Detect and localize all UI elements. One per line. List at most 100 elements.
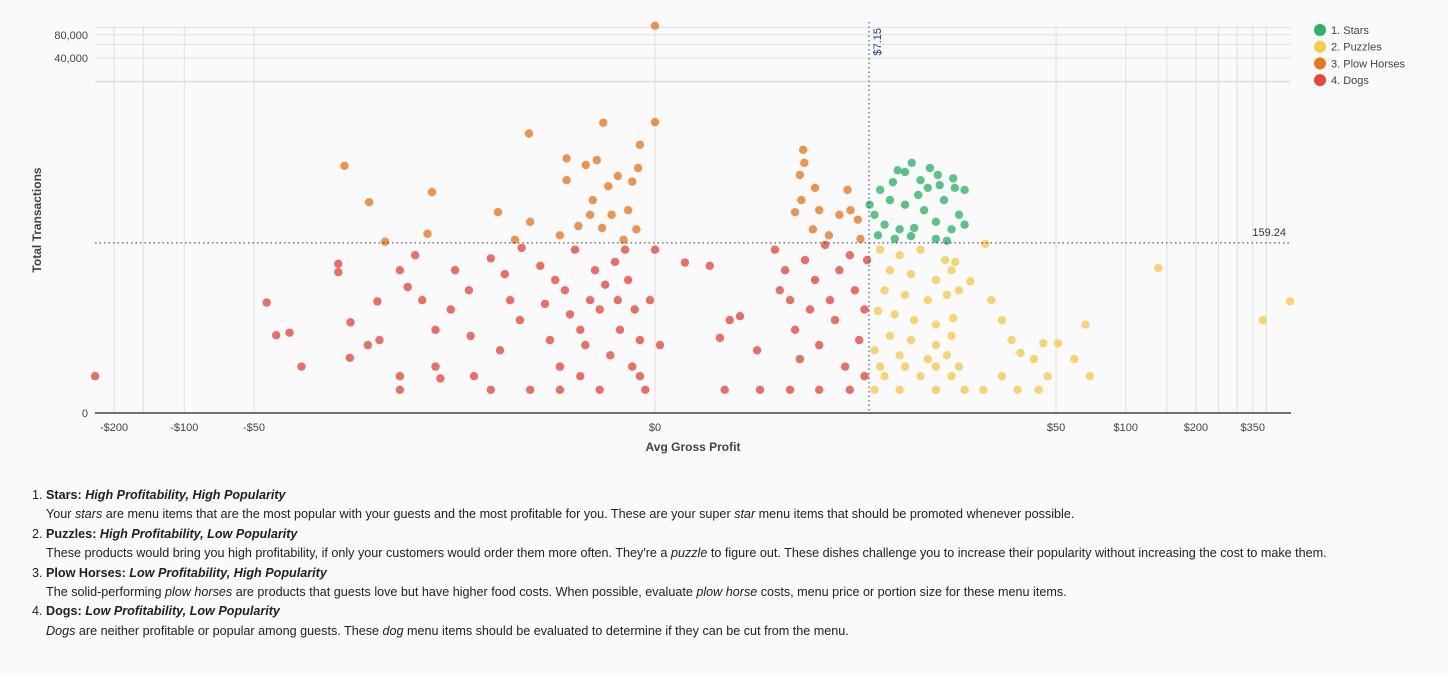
data-point[interactable]	[431, 325, 440, 334]
data-point[interactable]	[446, 305, 455, 314]
data-point[interactable]	[551, 275, 560, 285]
data-point[interactable]	[1016, 348, 1025, 358]
data-point[interactable]	[920, 206, 929, 215]
data-point[interactable]	[493, 208, 503, 217]
data-point[interactable]	[873, 231, 883, 240]
data-point[interactable]	[885, 195, 895, 205]
data-point[interactable]	[363, 340, 372, 350]
data-point[interactable]	[607, 210, 616, 219]
data-point[interactable]	[800, 158, 809, 167]
data-point[interactable]	[1085, 372, 1095, 381]
data-point[interactable]	[375, 335, 384, 345]
data-point[interactable]	[610, 257, 620, 267]
data-point[interactable]	[515, 315, 525, 325]
data-point[interactable]	[752, 346, 762, 355]
data-point[interactable]	[870, 346, 879, 355]
data-point[interactable]	[555, 385, 565, 394]
data-point[interactable]	[395, 372, 405, 381]
data-point[interactable]	[835, 266, 844, 275]
data-point[interactable]	[633, 163, 643, 173]
data-point[interactable]	[997, 372, 1007, 381]
data-point[interactable]	[808, 225, 818, 234]
data-point[interactable]	[895, 225, 904, 234]
data-point[interactable]	[585, 210, 595, 219]
data-point[interactable]	[588, 195, 597, 205]
data-point[interactable]	[581, 340, 590, 350]
data-point[interactable]	[790, 208, 800, 217]
data-point[interactable]	[916, 245, 925, 254]
data-point[interactable]	[954, 210, 964, 219]
data-point[interactable]	[960, 385, 969, 394]
data-point[interactable]	[562, 154, 571, 163]
data-point[interactable]	[805, 305, 815, 314]
data-point[interactable]	[592, 155, 601, 165]
data-point[interactable]	[641, 385, 650, 394]
data-point[interactable]	[870, 210, 879, 219]
data-point[interactable]	[595, 385, 604, 394]
data-point[interactable]	[876, 185, 885, 195]
legend-label[interactable]: 4. Dogs	[1331, 75, 1369, 87]
data-point[interactable]	[655, 340, 665, 350]
data-point[interactable]	[380, 237, 390, 246]
data-point[interactable]	[876, 362, 885, 371]
data-point[interactable]	[495, 346, 505, 355]
data-point[interactable]	[893, 166, 902, 175]
data-point[interactable]	[427, 187, 437, 197]
data-point[interactable]	[595, 305, 604, 314]
data-point[interactable]	[900, 290, 910, 300]
data-point[interactable]	[1034, 385, 1043, 394]
data-point[interactable]	[411, 251, 420, 260]
data-point[interactable]	[650, 117, 660, 127]
data-point[interactable]	[873, 306, 883, 316]
data-point[interactable]	[845, 385, 854, 394]
data-point[interactable]	[650, 21, 660, 30]
data-point[interactable]	[599, 118, 608, 127]
data-point[interactable]	[645, 296, 655, 305]
data-point[interactable]	[735, 312, 745, 321]
data-point[interactable]	[1007, 335, 1016, 345]
data-point[interactable]	[464, 286, 474, 295]
data-point[interactable]	[900, 200, 910, 209]
data-point[interactable]	[597, 223, 607, 233]
data-point[interactable]	[910, 223, 919, 233]
data-point[interactable]	[800, 255, 810, 265]
data-point[interactable]	[840, 362, 850, 371]
data-point[interactable]	[860, 305, 869, 314]
data-point[interactable]	[770, 245, 780, 254]
data-point[interactable]	[272, 331, 281, 340]
data-point[interactable]	[916, 176, 925, 185]
data-point[interactable]	[1013, 385, 1022, 394]
data-point[interactable]	[797, 195, 806, 205]
data-point[interactable]	[954, 362, 964, 371]
data-point[interactable]	[346, 318, 355, 327]
data-point[interactable]	[785, 385, 795, 394]
data-point[interactable]	[624, 206, 633, 215]
data-point[interactable]	[880, 372, 889, 381]
data-point[interactable]	[916, 372, 925, 381]
data-point[interactable]	[1043, 372, 1052, 381]
data-point[interactable]	[942, 351, 952, 360]
data-point[interactable]	[888, 178, 898, 187]
data-point[interactable]	[345, 353, 355, 362]
data-point[interactable]	[960, 185, 969, 195]
legend-label[interactable]: 2. Puzzles	[1331, 42, 1382, 54]
data-point[interactable]	[850, 286, 860, 295]
data-point[interactable]	[403, 282, 412, 292]
data-point[interactable]	[650, 245, 660, 254]
data-point[interactable]	[466, 331, 475, 341]
data-point[interactable]	[780, 266, 790, 275]
data-point[interactable]	[939, 195, 949, 205]
data-point[interactable]	[635, 335, 645, 345]
data-point[interactable]	[790, 325, 800, 334]
data-point[interactable]	[720, 385, 729, 394]
data-point[interactable]	[810, 275, 820, 285]
data-point[interactable]	[606, 351, 615, 360]
data-point[interactable]	[524, 129, 534, 138]
data-point[interactable]	[933, 170, 942, 180]
data-point[interactable]	[1029, 354, 1039, 364]
data-point[interactable]	[966, 277, 975, 286]
data-point[interactable]	[947, 331, 956, 341]
data-point[interactable]	[585, 296, 595, 305]
legend-label[interactable]: 3. Plow Horses	[1331, 58, 1405, 70]
data-point[interactable]	[574, 221, 583, 231]
